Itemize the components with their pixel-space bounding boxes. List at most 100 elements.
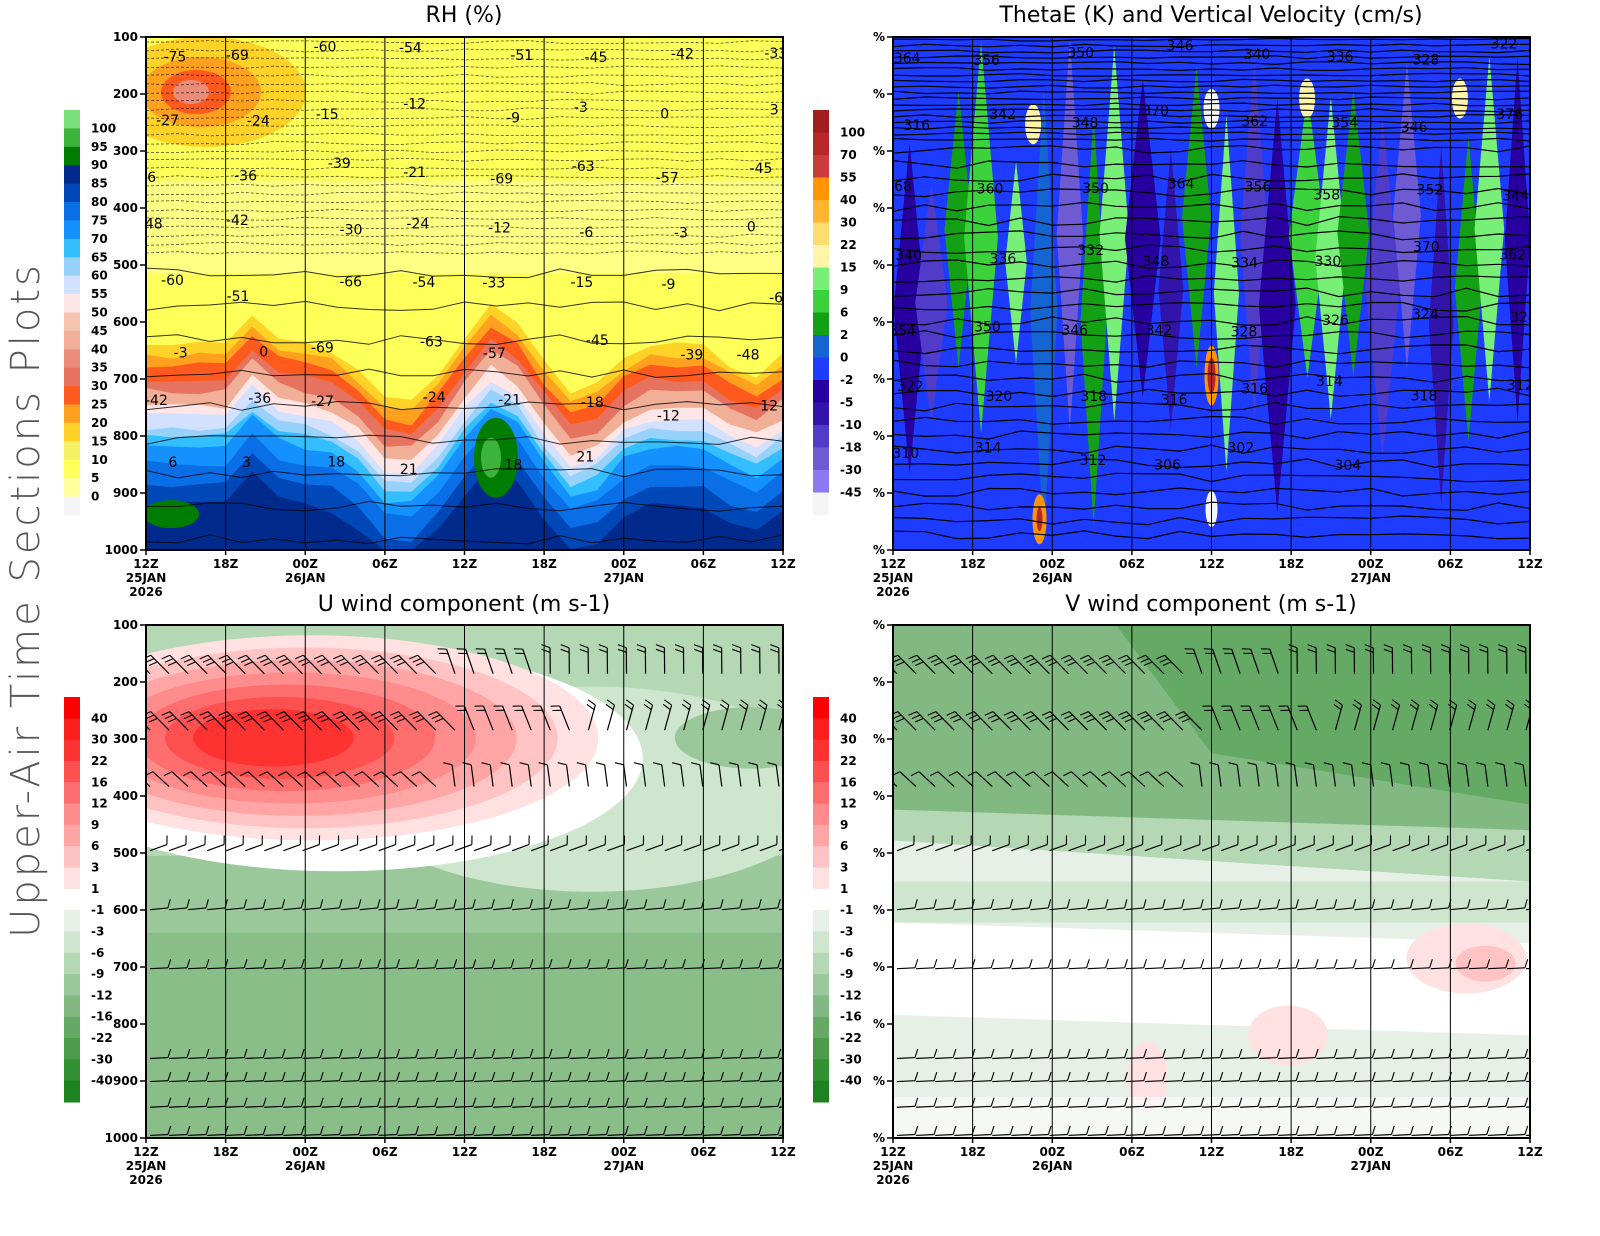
colorbar-swatch	[813, 470, 829, 493]
barb-feather	[374, 714, 384, 720]
barb-staff	[1411, 1080, 1430, 1083]
barb-feather	[431, 714, 441, 720]
barb-feather	[643, 1125, 648, 1135]
colorbar-swatch	[64, 202, 80, 221]
contour-label: -48	[737, 347, 760, 363]
colorbar-swatch	[64, 952, 80, 975]
barb-staff	[569, 843, 587, 852]
y-tick-label: 600	[113, 315, 138, 329]
wind-barb	[373, 771, 399, 788]
barb-feather	[739, 1071, 744, 1081]
barb-staff	[721, 843, 739, 852]
colorbar-swatch	[64, 697, 80, 719]
barb-staff	[512, 1056, 531, 1060]
wind-barb	[313, 711, 342, 731]
barb-staff	[1449, 907, 1468, 911]
barb-feather	[220, 771, 230, 777]
barb-staff	[1373, 1133, 1392, 1137]
wind-barb	[245, 835, 263, 852]
barb-staff	[956, 771, 974, 788]
barb-feather	[1333, 899, 1338, 909]
wind-barb	[1005, 771, 1031, 788]
barb-feather	[377, 1097, 381, 1107]
barb-staff	[1468, 1133, 1487, 1137]
barb-feather	[510, 959, 515, 968]
wind-barb	[149, 899, 171, 911]
barb-staff	[207, 1133, 226, 1137]
wind-barb	[588, 1071, 610, 1083]
barb-feather	[1498, 644, 1507, 649]
barb-feather	[1288, 648, 1298, 653]
barb-feather	[240, 714, 250, 720]
barb-feather	[797, 1072, 800, 1081]
barb-staff	[285, 771, 303, 788]
wind-barb	[896, 835, 915, 852]
wind-barb	[1144, 959, 1167, 970]
barb-feather	[548, 899, 552, 909]
wind-barb	[1411, 959, 1433, 970]
barb-feather	[605, 703, 614, 711]
barb-feather	[624, 703, 633, 711]
barb-staff	[645, 843, 663, 852]
wind-barb	[1106, 1048, 1128, 1060]
barb-feather	[930, 714, 940, 720]
barb-feather	[1041, 654, 1051, 660]
barb-staff	[759, 1080, 778, 1083]
contour-label: 324	[1412, 307, 1439, 323]
rh-panel: -75 -69-60 -54 -51 -45 -42 -33-27 -24 -15-12-9-3…	[64, 3, 796, 599]
barb-feather	[205, 1097, 210, 1107]
barb-feather	[1028, 959, 1033, 968]
contour-label: 0	[660, 106, 669, 122]
colorbar-swatch	[64, 404, 80, 424]
wind-barb	[626, 959, 648, 970]
field-zone	[1455, 945, 1516, 982]
barb-staff	[546, 764, 551, 787]
barb-feather	[1064, 658, 1073, 663]
barb-feather	[1524, 703, 1530, 710]
wind-barb	[1003, 711, 1031, 731]
barb-staff	[1221, 1105, 1240, 1108]
barb-feather	[415, 1048, 420, 1058]
barb-feather	[624, 1048, 629, 1058]
wind-barb	[149, 1048, 172, 1060]
barb-staff	[245, 967, 264, 970]
wind-barb	[264, 835, 282, 852]
barb-feather	[758, 1048, 763, 1058]
isoline	[146, 174, 783, 179]
barb-staff	[740, 1133, 759, 1137]
barb-feather	[338, 1048, 343, 1058]
wind-barb	[1411, 1071, 1433, 1083]
barb-staff	[702, 907, 721, 911]
barb-feather	[643, 959, 648, 968]
barb-staff	[1487, 1080, 1506, 1083]
barb-staff	[973, 967, 992, 970]
barb-staff	[759, 843, 778, 852]
barb-staff	[226, 1133, 245, 1137]
barb-staff	[512, 1133, 531, 1137]
wind-barb	[378, 1097, 400, 1108]
barb-feather	[415, 717, 425, 723]
barb-feather	[1257, 959, 1262, 968]
barb-feather	[1409, 703, 1418, 711]
barb-staff	[531, 1105, 550, 1108]
barb-feather	[655, 648, 665, 653]
wind-barb	[1495, 762, 1508, 787]
isoline	[146, 149, 783, 154]
barb-feather	[1085, 1097, 1090, 1107]
contour-label: 318	[1080, 389, 1107, 405]
barb-staff	[1106, 967, 1125, 970]
y-tick-label: 500	[113, 846, 138, 860]
barb-feather	[167, 717, 177, 723]
barb-staff	[896, 1080, 916, 1083]
wind-barb	[626, 1048, 648, 1060]
barb-feather	[605, 1071, 610, 1081]
barb-feather	[1429, 1071, 1433, 1081]
barb-feather	[732, 644, 741, 649]
wind-barb	[428, 711, 456, 731]
barb-feather	[595, 762, 605, 766]
wind-barb	[352, 654, 380, 675]
colorbar-swatch	[813, 1080, 829, 1103]
barb-staff	[493, 1056, 512, 1060]
contour-label: 318	[1411, 389, 1438, 405]
